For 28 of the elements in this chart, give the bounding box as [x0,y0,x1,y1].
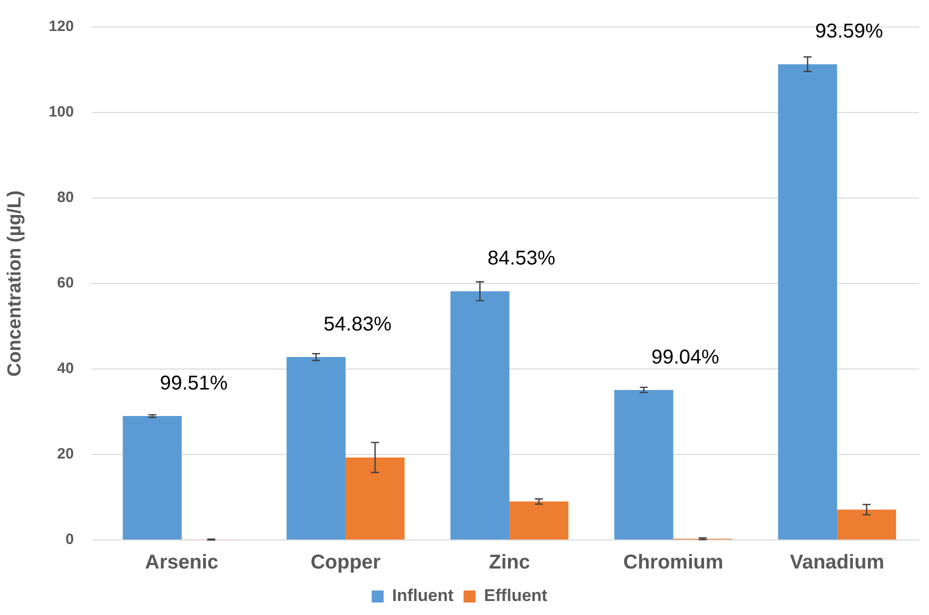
bar [778,64,838,540]
y-tick-label: 120 [48,18,74,36]
x-tick-label: Chromium [623,552,724,574]
bar [450,291,510,540]
annotation: 84.53% [487,248,556,270]
bar [122,416,182,540]
bar [614,390,674,540]
annotation: 99.04% [651,346,720,368]
y-tick-label: 20 [57,446,74,463]
y-axis-title: Concentration (µg/L) [4,190,26,377]
bar [286,357,346,540]
legend-label: Effluent [484,586,548,606]
bar [346,457,405,540]
y-tick-label: 100 [48,104,74,121]
annotation: 54.83% [324,314,392,336]
annotation: 93.59% [815,20,884,43]
annotation: 99.51% [160,372,228,395]
x-tick-label: Arsenic [145,552,218,574]
x-tick-label: Copper [310,552,381,574]
x-tick-label: Vanadium [790,552,884,574]
y-tick-label: 80 [57,189,74,206]
y-tick-label: 60 [57,274,74,292]
bar [837,510,896,540]
x-tick-label: Zinc [488,552,530,574]
y-tick-label: 0 [65,531,74,548]
legend-label: Influent [392,586,454,606]
bar [509,502,568,540]
y-tick-label: 40 [57,360,74,378]
